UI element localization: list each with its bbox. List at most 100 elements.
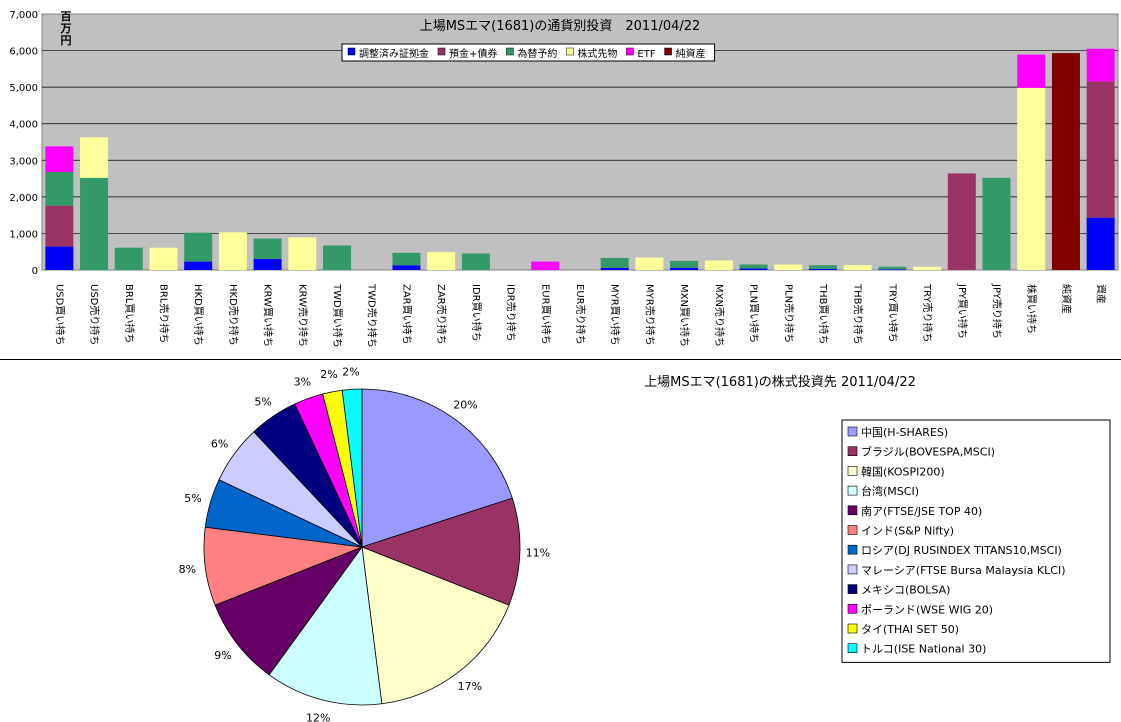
- legend-entry: 台湾(MSCI): [861, 484, 919, 498]
- y-tick-label: 1,000: [9, 229, 38, 240]
- legend-swatch: [847, 544, 858, 555]
- currency-bar-chart: 0 1,000 2,000 3,000 4,000 5,000 6,000 7,000 USD…: [9, 10, 1119, 348]
- x-tick-label: EUR売り持ち: [574, 284, 587, 345]
- bar-segment: [947, 173, 976, 270]
- bar-chart-legend: 調整済み証拠金 預金+債券 為替予約 株式先物 ETF 純資産: [341, 43, 716, 62]
- y-axis-tick-labels: 0 1,000 2,000 3,000 4,000 5,000 6,000 7,000: [9, 10, 38, 277]
- x-tick-label: TWD売り持ち: [366, 283, 379, 348]
- x-tick-label: ZAR買い持ち: [400, 284, 413, 345]
- unit-char: 万: [60, 22, 72, 35]
- legend-swatch: [506, 47, 514, 56]
- bar-chart-title: 上場MSエマ(1681)の通貨別投資 2011/04/22: [420, 18, 701, 34]
- bar-segment: [461, 253, 490, 270]
- pie-percent-label: 5%: [254, 395, 271, 408]
- x-tick-label: 純資産: [1060, 284, 1073, 314]
- x-tick-label: USD買い持ち: [53, 284, 66, 345]
- x-tick-label: KRW売り持ち: [296, 284, 309, 347]
- legend-entry: 株式先物: [577, 47, 617, 60]
- x-tick-label: PLN買い持ち: [748, 284, 761, 343]
- x-tick-label: TWD買い持ち: [331, 283, 344, 348]
- bar-segment: [670, 267, 699, 270]
- pie-percent-label: 11%: [526, 547, 550, 560]
- legend-swatch: [847, 603, 858, 614]
- x-tick-label: HKD売り持ち: [227, 284, 240, 346]
- y-tick-label: 4,000: [9, 120, 38, 131]
- x-tick-label: 株買い持ち: [1025, 284, 1038, 334]
- legend-swatch: [664, 47, 672, 56]
- legend-entry: 純資産: [676, 47, 706, 60]
- bar-segment: [149, 247, 178, 270]
- x-tick-label: JPY買い持ち: [956, 283, 969, 339]
- unit-char: 円: [61, 34, 72, 47]
- bar-segment: [739, 264, 768, 269]
- legend-box: [841, 419, 1111, 663]
- pie-slice: [214, 546, 364, 676]
- y-tick-label: 2,000: [9, 193, 38, 204]
- pie-percent-label: 3%: [294, 375, 311, 388]
- bar-segment: [45, 246, 74, 270]
- bar-segment: [808, 268, 837, 270]
- x-axis-tick-labels: USD買い持ち USD売り持ち BRL買い持ち BRL売り持ち HKD買い持ち HKD売り…: [53, 283, 1107, 348]
- pie-chart-legend: 中国(H-SHARES) ブラジル(BOVESPA,MSCI) 韓国(KOSPI20…: [841, 419, 1111, 663]
- bar-segment: [253, 238, 282, 260]
- pie-slice: [361, 388, 513, 548]
- legend-entry: ロシア(DJ RUSINDEX TITANS10,MSCI): [861, 544, 1062, 557]
- y-tick-label: 0: [32, 266, 38, 277]
- x-tick-label: 資産: [1095, 284, 1108, 304]
- legend-swatch: [847, 525, 858, 535]
- legend-swatch: [847, 643, 858, 654]
- legend-swatch: [847, 564, 858, 575]
- bar-segment: [808, 265, 837, 269]
- legend-swatch: [847, 466, 858, 476]
- y-tick-label: 3,000: [9, 156, 38, 167]
- bar-segment: [184, 261, 213, 270]
- bar-segment: [600, 267, 629, 270]
- equity-pie-chart: 上場MSエマ(1681)の株式投資先 2011/04/22 20% 11% 17% 1…: [179, 365, 1111, 722]
- pie-percent-label: 12%: [306, 711, 330, 722]
- bar-segment: [45, 205, 74, 247]
- legend-entry: 南ア(FTSE/JSE TOP 40): [861, 505, 982, 518]
- bar-segment: [1086, 48, 1115, 82]
- legend-entry: ETF: [637, 49, 655, 60]
- bar-segment: [1017, 87, 1046, 270]
- bar-segment: [114, 247, 143, 270]
- bar-segment: [878, 266, 907, 270]
- x-tick-label: PLN売り持ち: [782, 284, 795, 343]
- bar-segment: [878, 269, 907, 270]
- bar-segment: [843, 265, 872, 270]
- pie-percent-label: 20%: [453, 399, 477, 412]
- legend-entry: ブラジル(BOVESPA,MSCI): [861, 445, 995, 459]
- legend-swatch: [566, 47, 574, 56]
- legend-entry: トルコ(ISE National 30): [861, 643, 986, 656]
- bar-segment: [774, 264, 803, 270]
- legend-entry: マレーシア(FTSE Bursa Malaysia KLCI): [861, 564, 1065, 577]
- unit-char: 百: [61, 10, 72, 23]
- bar-segment: [323, 245, 352, 270]
- x-tick-label: IDR売り持ち: [505, 284, 518, 342]
- pie-percentage-labels: 20% 11% 17% 12% 9% 8% 5% 6% 5% 3% 2% 2%: [179, 365, 550, 722]
- legend-swatch: [847, 446, 858, 457]
- bar-segment: [1051, 53, 1080, 271]
- pie-percent-label: 9%: [214, 649, 231, 662]
- legend-swatch: [847, 584, 858, 594]
- legend-swatch: [347, 47, 356, 56]
- pie-percent-label: 17%: [458, 680, 482, 693]
- pie-slice: [361, 546, 510, 705]
- pie-slice: [268, 545, 383, 706]
- y-tick-label: 6,000: [9, 47, 38, 58]
- legend-swatch: [847, 426, 858, 437]
- x-tick-label: MYR買い持ち: [609, 284, 622, 346]
- legend-entry: 為替予約: [517, 47, 557, 60]
- bar-segment: [635, 257, 664, 270]
- legend-entry: タイ(THAI SET 50): [861, 623, 959, 636]
- legend-entry: 韓国(KOSPI200): [861, 465, 945, 478]
- bar-series: [45, 48, 1115, 271]
- x-tick-label: KRW買い持ち: [262, 284, 275, 347]
- x-tick-label: TRY売り持ち: [921, 283, 934, 343]
- x-tick-label: EUR買い持ち: [539, 284, 552, 345]
- bar-segment: [739, 268, 768, 270]
- legend-entry: メキシコ(BOLSA): [861, 584, 950, 597]
- bar-segment: [184, 232, 213, 262]
- x-tick-label: HKD買い持ち: [192, 284, 205, 346]
- bar-segment: [1017, 54, 1046, 88]
